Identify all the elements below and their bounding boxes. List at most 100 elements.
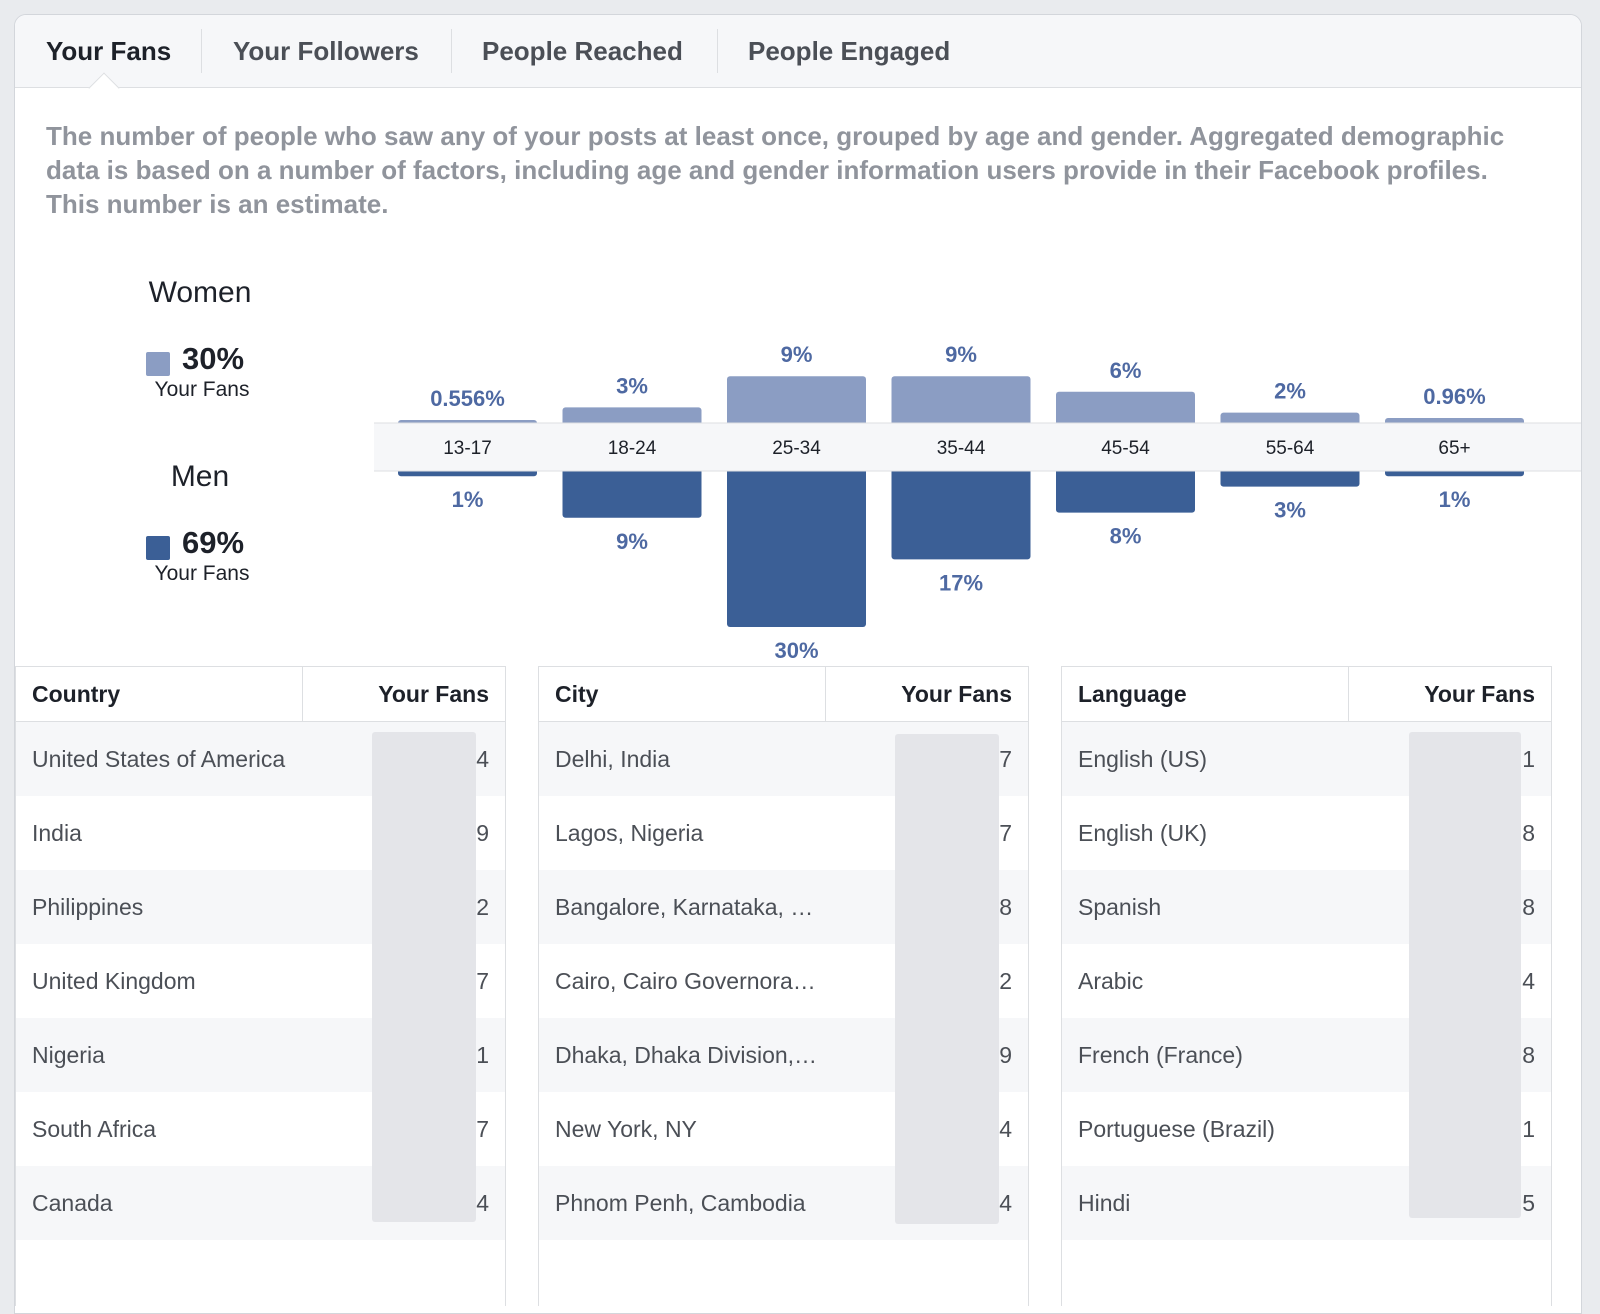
row-value: 7 [476, 1116, 489, 1142]
row-value: 4 [476, 1190, 489, 1216]
tab-divider [201, 29, 202, 73]
table-row[interactable]: New York, NY 4 [539, 1092, 1028, 1166]
row-value: 4 [999, 1116, 1012, 1142]
row-name: Delhi, India [555, 746, 671, 772]
row-value: 1 [1522, 1116, 1535, 1142]
tab-divider [717, 29, 718, 73]
row-name: Spanish [1078, 894, 1162, 920]
men-bar [1056, 467, 1195, 513]
women-bar [727, 376, 866, 427]
row-name: South Africa [32, 1116, 157, 1142]
men-bar-label: 8% [1110, 524, 1142, 549]
redaction-block [1409, 732, 1521, 1218]
row-name: Arabic [1078, 968, 1144, 994]
row-name: Bangalore, Karnataka, … [555, 894, 814, 920]
table-row[interactable]: Cairo, Cairo Governora… 2 [539, 944, 1028, 1018]
row-value: 8 [1522, 820, 1535, 846]
row-value: 8 [1522, 1042, 1535, 1068]
row-name: United Kingdom [32, 968, 196, 994]
row-value: 4 [1522, 968, 1535, 994]
men-bar-label: 17% [939, 570, 983, 595]
legend-men-title: Men [170, 460, 230, 493]
redaction-block [372, 732, 476, 1222]
men-bar [891, 467, 1031, 560]
age-category-label: 18-24 [608, 438, 657, 459]
legend-women-subtitle: Your Fans [154, 378, 250, 401]
row-value: 9 [476, 820, 489, 846]
tab-your-followers[interactable]: Your Followers [233, 36, 419, 66]
legend-women-swatch [146, 352, 170, 376]
men-bar [1220, 467, 1360, 487]
row-value: 5 [1522, 1190, 1535, 1216]
age-category-label: 35-44 [937, 438, 986, 459]
table-row[interactable]: South Africa 7 [16, 1092, 505, 1166]
legend-men-percent: 69% [182, 525, 245, 560]
language-column-header[interactable]: Language [1078, 681, 1187, 707]
row-value: 2 [476, 894, 489, 920]
men-bar-label: 1% [452, 487, 484, 512]
women-bar [562, 407, 702, 427]
table-row[interactable]: Arabic 4 [1062, 944, 1551, 1018]
age-category-label: 25-34 [772, 438, 821, 459]
row-name: Hindi [1078, 1190, 1131, 1216]
row-value: 1 [1522, 746, 1535, 772]
men-bar [562, 467, 702, 518]
age-category-label: 55-64 [1266, 438, 1315, 459]
women-bar-label: 6% [1110, 358, 1142, 383]
chart-description: The number of people who saw any of your… [46, 121, 1505, 219]
row-value: 8 [1522, 894, 1535, 920]
country-table: Country Your Fans United States of Ameri… [15, 666, 506, 1306]
row-name: Philippines [32, 894, 144, 920]
row-name: United States of America [32, 746, 286, 772]
women-bar-label: 9% [945, 342, 977, 367]
row-name: India [32, 820, 82, 846]
table-row[interactable]: United Kingdom 7 [16, 944, 505, 1018]
redaction-block [895, 734, 999, 1224]
legend-men-subtitle: Your Fans [154, 562, 250, 585]
fans-column-header[interactable]: Your Fans [378, 681, 489, 707]
row-value: 4 [476, 746, 489, 772]
audience-card: Your Fans Your Followers People Reached … [14, 14, 1582, 1314]
row-value: 8 [999, 894, 1012, 920]
row-name: Canada [32, 1190, 113, 1216]
column-divider [1348, 667, 1349, 721]
age-band-overlay [374, 423, 1581, 471]
tab-divider [451, 29, 452, 73]
language-table-header: Language Your Fans [1062, 666, 1551, 722]
legend-men-swatch [146, 536, 170, 560]
country-column-header[interactable]: Country [32, 681, 121, 707]
women-bar-label: 0.556% [430, 386, 505, 411]
fans-column-header[interactable]: Your Fans [901, 681, 1012, 707]
city-column-header[interactable]: City [555, 681, 599, 707]
women-bar-label: 2% [1274, 379, 1306, 404]
row-value: 4 [999, 1190, 1012, 1216]
row-name: Cairo, Cairo Governora… [555, 968, 816, 994]
men-bar-label: 1% [1439, 487, 1471, 512]
table-row[interactable]: English (UK) 8 [1062, 796, 1551, 870]
language-table: Language Your Fans English (US) 1 English … [1061, 666, 1552, 1306]
row-name: Phnom Penh, Cambodia [555, 1190, 806, 1216]
row-value: 7 [476, 968, 489, 994]
row-value: 1 [476, 1042, 489, 1068]
table-row[interactable]: Lagos, Nigeria 7 [539, 796, 1028, 870]
row-name: Nigeria [32, 1042, 105, 1068]
women-bar-label: 0.96% [1423, 384, 1485, 409]
men-bar [727, 467, 866, 627]
fans-column-header[interactable]: Your Fans [1424, 681, 1535, 707]
tab-your-fans[interactable]: Your Fans [46, 36, 172, 66]
row-name: Lagos, Nigeria [555, 820, 704, 846]
row-name: English (UK) [1078, 820, 1208, 846]
men-bar-label: 3% [1274, 498, 1306, 523]
table-row[interactable]: India 9 [16, 796, 505, 870]
tab-bar: Your Fans Your Followers People Reached … [15, 15, 1581, 104]
row-name: English (US) [1078, 746, 1208, 772]
column-divider [302, 667, 303, 721]
age-category-label: 45-54 [1101, 438, 1150, 459]
row-value: 9 [999, 1042, 1012, 1068]
women-bar-label: 9% [781, 342, 813, 367]
city-table-header: City Your Fans [539, 666, 1028, 722]
city-table: City Your Fans Delhi, India 7 Lagos, Niger… [538, 666, 1029, 1306]
table-row[interactable]: Portuguese (Brazil) 1 [1062, 1092, 1551, 1166]
tab-people-reached[interactable]: People Reached [482, 36, 683, 66]
tab-people-engaged[interactable]: People Engaged [748, 36, 951, 66]
